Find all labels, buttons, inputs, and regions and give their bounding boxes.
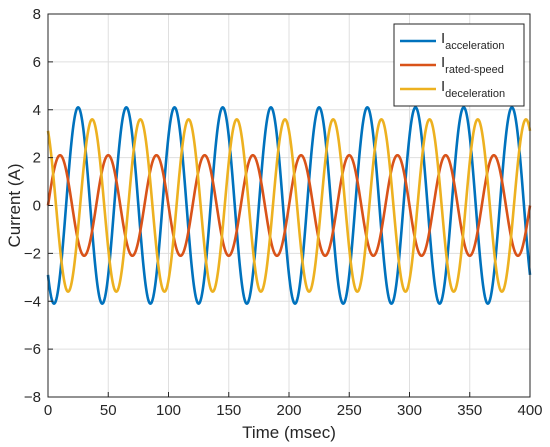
legend-item-acceleration-name: I bbox=[441, 30, 445, 47]
legend-item-deceleration-subscript: deceleration bbox=[445, 88, 505, 100]
y-axis-label: Current (A) bbox=[5, 163, 24, 247]
series-acceleration-line bbox=[46, 106, 532, 305]
x-tick-label: 400 bbox=[517, 402, 542, 419]
x-tick-label: 150 bbox=[216, 402, 241, 419]
x-tick-label: 50 bbox=[100, 402, 117, 419]
series-rated-speed-line bbox=[46, 153, 532, 258]
legend-item-rated-speed-name: I bbox=[441, 54, 445, 71]
x-tick-label: 0 bbox=[44, 402, 52, 419]
series-deceleration-line bbox=[46, 118, 532, 293]
legend-item-rated-speed-label: Irated-speed bbox=[441, 54, 504, 76]
legend-item-acceleration-label: Iacceleration bbox=[441, 30, 505, 52]
x-tick-label: 100 bbox=[156, 402, 181, 419]
y-tick-label: −4 bbox=[24, 293, 41, 310]
plot-lines bbox=[46, 106, 532, 305]
y-tick-label: 8 bbox=[33, 6, 41, 23]
y-tick-label: −2 bbox=[24, 245, 41, 262]
y-tick-label: 4 bbox=[33, 102, 41, 119]
legend-item-rated-speed-subscript: rated-speed bbox=[445, 64, 504, 76]
x-tick-label: 250 bbox=[337, 402, 362, 419]
y-tick-label: 6 bbox=[33, 54, 41, 71]
x-tick-label: 200 bbox=[276, 402, 301, 419]
x-axis-label: Time (msec) bbox=[242, 423, 336, 442]
x-tick-label: 300 bbox=[397, 402, 422, 419]
legend-item-deceleration-label: Ideceleration bbox=[441, 78, 505, 100]
legend-item-deceleration-name: I bbox=[441, 78, 445, 95]
y-tick-label: −8 bbox=[24, 389, 41, 406]
y-tick-label: −6 bbox=[24, 341, 41, 358]
axis-ticks: 0 50 100 150 200 250 300 350 400 −8 −6 −4 −2 0 2 4 6 8 bbox=[24, 6, 543, 419]
y-tick-label: 0 bbox=[33, 198, 41, 215]
legend-item-acceleration-subscript: acceleration bbox=[445, 40, 504, 52]
y-tick-label: 2 bbox=[33, 150, 41, 167]
x-tick-label: 350 bbox=[457, 402, 482, 419]
